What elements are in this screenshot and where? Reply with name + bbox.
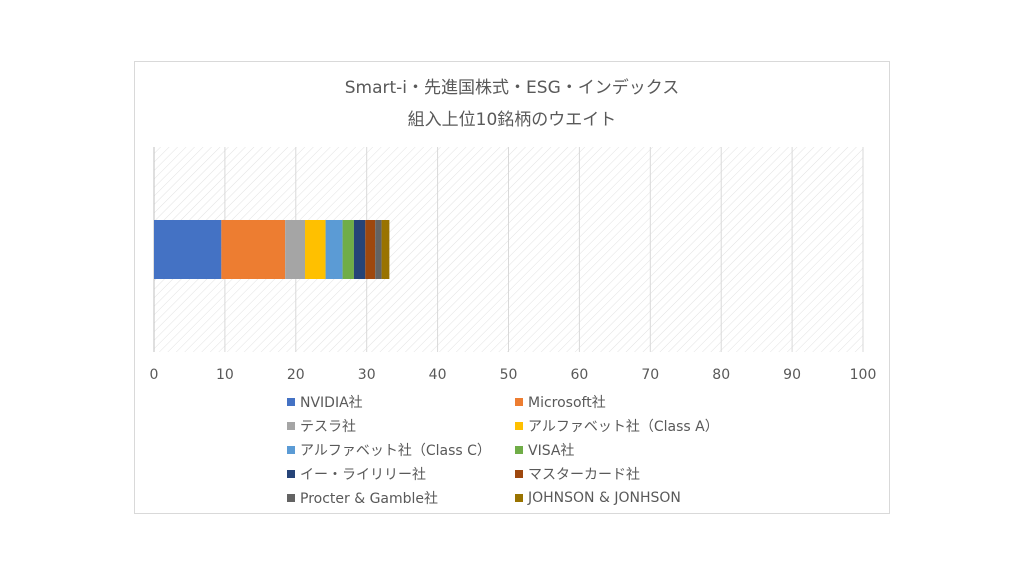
bar-segment-5: [325, 220, 343, 279]
legend-swatch-1: [287, 398, 295, 406]
bar-segment-3: [285, 220, 306, 279]
legend-swatch-5: [287, 446, 295, 454]
legend-swatch-2: [515, 398, 523, 406]
chart-plot: 0 10 20 30 40 50 60 70 80 90 100: [150, 147, 877, 383]
x-tick-label-70: 70: [641, 367, 659, 383]
x-tick-label-30: 30: [358, 367, 376, 383]
legend-label-1: NVIDIA社: [300, 395, 363, 411]
chart-title-line-1: Smart-i・先進国株式・ESG・インデックス: [344, 78, 680, 98]
chart-frame: Smart-i・先進国株式・ESG・インデックス 組入上位10銘柄のウエイト 0…: [134, 61, 890, 514]
legend-item-9: Procter & Gamble社: [287, 488, 515, 508]
x-tick-label-0: 0: [150, 367, 159, 383]
legend-swatch-7: [287, 470, 295, 478]
legend-label-7: イー・ライリリー社: [300, 467, 426, 483]
legend-item-7: イー・ライリリー社: [287, 464, 515, 484]
legend-swatch-9: [287, 494, 295, 502]
legend-label-5: アルファベット社（Class C）: [300, 443, 491, 459]
legend-swatch-3: [287, 422, 295, 430]
legend-label-10: JOHNSON & JONHSON: [528, 490, 681, 506]
legend-label-3: テスラ社: [300, 419, 356, 435]
x-tick-label-90: 90: [783, 367, 801, 383]
legend-label-9: Procter & Gamble社: [300, 491, 439, 507]
legend-item-3: テスラ社: [287, 416, 515, 436]
x-tick-label-10: 10: [216, 367, 234, 383]
bar-segment-4: [305, 220, 326, 279]
legend-item-10: JOHNSON & JONHSON: [515, 488, 743, 508]
legend-swatch-8: [515, 470, 523, 478]
x-tick-labels: 0 10 20 30 40 50 60 70 80 90 100: [150, 367, 877, 383]
x-tick-label-80: 80: [712, 367, 730, 383]
legend-item-5: アルファベット社（Class C）: [287, 440, 515, 460]
legend-label-8: マスターカード社: [528, 467, 640, 483]
legend-label-2: Microsoft社: [528, 395, 606, 411]
bar-segment-7: [353, 220, 366, 279]
legend-swatch-6: [515, 446, 523, 454]
bar-segment-9: [375, 220, 382, 279]
x-tick-label-20: 20: [287, 367, 305, 383]
bar-segment-10: [381, 220, 390, 279]
bar-segment-2: [221, 220, 286, 279]
chart-title: Smart-i・先進国株式・ESG・インデックス 組入上位10銘柄のウエイト: [135, 72, 889, 136]
bar-segment-1: [154, 220, 222, 279]
bar-segment-8: [365, 220, 376, 279]
bars: [154, 220, 390, 279]
legend-item-6: VISA社: [515, 440, 743, 460]
legend-label-6: VISA社: [528, 443, 575, 459]
legend-item-2: Microsoft社: [515, 392, 743, 412]
legend-item-1: NVIDIA社: [287, 392, 515, 412]
legend-swatch-10: [515, 494, 523, 502]
x-tick-label-40: 40: [429, 367, 447, 383]
x-tick-label-100: 100: [850, 367, 877, 383]
legend-item-4: アルファベット社（Class A）: [515, 416, 743, 436]
x-tick-label-60: 60: [570, 367, 588, 383]
legend-swatch-4: [515, 422, 523, 430]
legend-item-8: マスターカード社: [515, 464, 743, 484]
chart-title-line-2: 組入上位10銘柄のウエイト: [407, 110, 617, 130]
legend-label-4: アルファベット社（Class A）: [528, 419, 719, 435]
legend: NVIDIA社 Microsoft社テスラ社 アルファベット社（Class A） アル…: [287, 392, 747, 508]
bar-segment-6: [342, 220, 354, 279]
x-tick-label-50: 50: [500, 367, 518, 383]
